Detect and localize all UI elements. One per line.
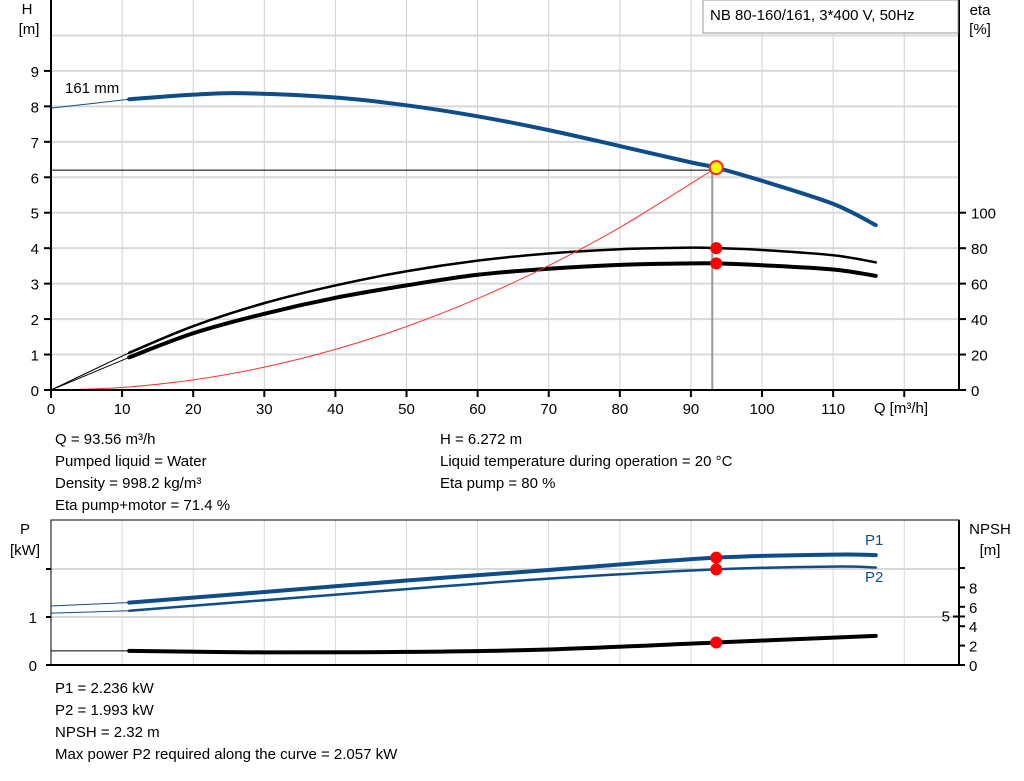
y-tick-label-right: 100 [971,206,996,223]
y-tick-label-left: 9 [31,64,39,81]
duty-point-marker [708,160,724,176]
eta-pump-motor-marker [710,257,723,270]
p2-curve [127,565,878,613]
y-axis-label-power: P [20,521,30,538]
p2-marker [710,563,723,576]
y-tick-label-left: 6 [31,170,39,187]
y-tick-label-npsh: 4 [969,619,977,636]
info-liquid: Pumped liquid = Water [55,453,207,470]
y-axis-unit-power: [kW] [10,542,40,559]
y-tick-label-left: 3 [31,277,39,294]
info-top-right: H = 6.272 m Liquid temperature during op… [440,429,732,495]
y-tick-label-right: 0 [971,383,979,400]
x-tick-label: 10 [114,401,131,418]
info-p1: P1 = 2.236 kW [55,680,154,697]
x-tick-label: 0 [47,401,55,418]
x-tick-label: 80 [611,401,628,418]
chart-title: NB 80-160/161, 3*400 V, 50Hz [710,7,915,24]
y-axis-label-left: H [22,1,33,18]
info-max-p2: Max power P2 required along the curve = … [55,746,398,763]
y-tick-label-power: 1 [29,610,37,627]
impeller-diameter-label: 161 mm [65,80,119,97]
info-top-left: Q = 93.56 m³/h Pumped liquid = Water Den… [55,429,230,517]
p1-curve [127,552,878,605]
y-tick-label-left: 7 [31,135,39,152]
y-tick-label-npsh: 0 [969,658,977,675]
p1-marker [710,551,723,564]
y-tick-label-left: 5 [31,206,39,223]
info-bottom: P1 = 2.236 kW P2 = 1.993 kW NPSH = 2.32 … [55,678,397,766]
y-tick-label-right: 80 [971,241,988,258]
x-axis-label: Q [m³/h] [874,400,928,417]
legend-box [702,0,959,34]
info-p2: P2 = 1.993 kW [55,702,154,719]
info-q: Q = 93.56 m³/h [55,431,156,448]
eta-pump-motor-curve [127,261,878,360]
eta-pump-marker [710,242,723,255]
y-tick-label-right: 20 [971,348,988,365]
p1-label: P1 [865,532,883,549]
y-tick-label-left: 8 [31,99,39,116]
y-axis-label-npsh: NPSH [969,521,1011,538]
x-tick-label: 30 [256,401,273,418]
y-tick-label-left: 2 [31,312,39,329]
eta-pump-curve [127,246,878,355]
y-tick-label-npsh: 5 [942,609,950,626]
x-tick-label: 20 [185,401,202,418]
info-temperature: Liquid temperature during operation = 20… [440,453,733,470]
y-tick-label-npsh: 2 [969,639,977,656]
y-axis-label-right: eta [970,2,992,19]
y-tick-label-left: 0 [31,383,39,400]
eta-pump-extension [50,352,130,391]
y-tick-label-left: 1 [31,348,39,365]
npsh-marker [710,636,723,649]
x-tick-label: 50 [398,401,415,418]
p1-extension [50,602,130,607]
npsh-curve [127,633,878,655]
info-eta-pump-motor: Eta pump+motor = 71.4 % [55,497,231,514]
y-tick-label-npsh: 8 [969,580,977,597]
x-tick-label: 70 [540,401,557,418]
y-tick-label-left: 4 [31,241,39,258]
y-tick-label-right: 60 [971,277,988,294]
y-axis-unit-npsh: [m] [980,542,1001,559]
p2-label: P2 [865,569,883,586]
y-axis-unit-left: [m] [19,21,40,38]
p2-extension [50,610,130,614]
info-density: Density = 998.2 kg/m³ [55,475,202,492]
x-tick-label: 60 [469,401,486,418]
y-tick-label-npsh: 6 [969,600,977,617]
info-eta-pump: Eta pump = 80 % [440,475,556,492]
head-extension [50,98,130,109]
y-tick-label-power: 0 [29,658,37,675]
y-tick-label-right: 40 [971,312,988,329]
y-axis-unit-right: [%] [969,21,991,38]
info-npsh: NPSH = 2.32 m [55,724,160,741]
system-curve [50,167,717,391]
x-tick-label: 110 [821,401,845,418]
info-h: H = 6.272 m [440,431,523,448]
head-curve [127,91,878,228]
eta-pump-motor-extension [50,356,130,391]
x-tick-label: 90 [683,401,700,418]
x-tick-label: 40 [327,401,344,418]
power-plot-frame [50,519,960,666]
x-tick-label: 100 [750,401,775,418]
